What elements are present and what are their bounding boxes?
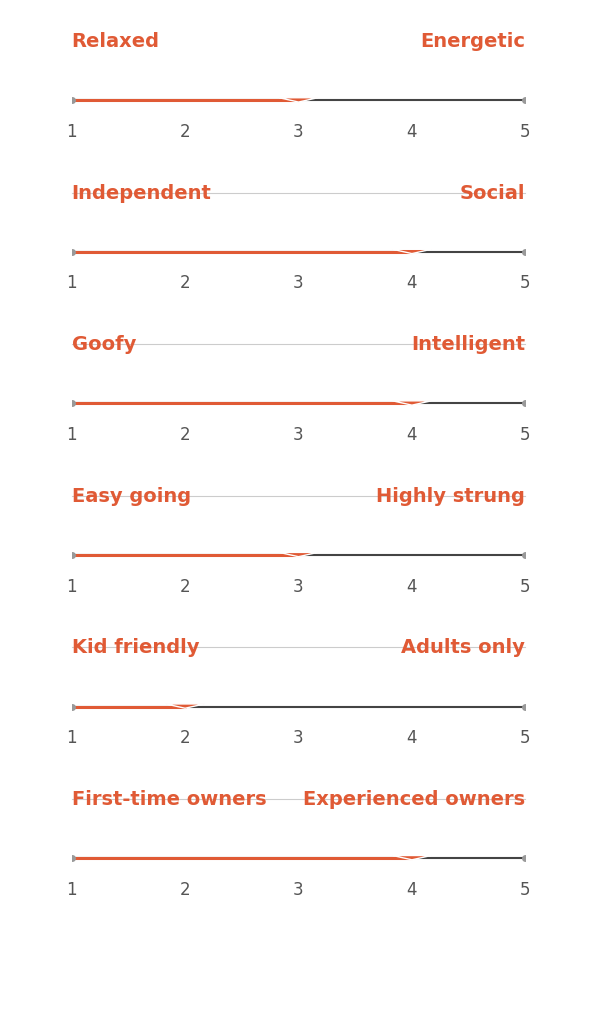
Text: 3: 3	[293, 274, 304, 293]
Text: Goofy: Goofy	[72, 335, 136, 354]
Text: 2: 2	[180, 578, 190, 596]
Text: 1: 1	[66, 578, 77, 596]
Text: 3: 3	[293, 578, 304, 596]
Text: First-time owners: First-time owners	[72, 790, 266, 809]
Text: 1: 1	[66, 426, 77, 444]
Text: Kid friendly: Kid friendly	[72, 638, 199, 657]
Text: Experienced owners: Experienced owners	[303, 790, 525, 809]
Text: 1: 1	[66, 729, 77, 748]
Text: 5: 5	[520, 729, 531, 748]
Text: 1: 1	[66, 881, 77, 899]
Polygon shape	[393, 400, 431, 406]
Text: Relaxed: Relaxed	[72, 32, 159, 51]
Text: Easy going: Easy going	[72, 486, 191, 506]
Text: 1: 1	[66, 123, 77, 141]
Text: 5: 5	[520, 274, 531, 293]
Text: 5: 5	[520, 123, 531, 141]
Text: Highly strung: Highly strung	[377, 486, 525, 506]
Text: 2: 2	[180, 729, 190, 748]
Text: 5: 5	[520, 426, 531, 444]
Text: 2: 2	[180, 881, 190, 899]
Polygon shape	[279, 97, 318, 102]
Text: Energetic: Energetic	[420, 32, 525, 51]
Text: Intelligent: Intelligent	[411, 335, 525, 354]
Text: 3: 3	[293, 881, 304, 899]
Text: 4: 4	[407, 881, 417, 899]
Text: 3: 3	[293, 426, 304, 444]
Text: 3: 3	[293, 123, 304, 141]
Text: 4: 4	[407, 729, 417, 748]
Polygon shape	[393, 249, 431, 254]
Text: 1: 1	[66, 274, 77, 293]
Polygon shape	[393, 855, 431, 860]
Text: Adults only: Adults only	[402, 638, 525, 657]
Text: 5: 5	[520, 881, 531, 899]
Text: Social: Social	[460, 183, 525, 203]
Polygon shape	[279, 552, 318, 557]
Polygon shape	[166, 703, 204, 709]
Text: 4: 4	[407, 578, 417, 596]
Text: 3: 3	[293, 729, 304, 748]
Text: 4: 4	[407, 123, 417, 141]
Text: Independent: Independent	[72, 183, 211, 203]
Text: 2: 2	[180, 426, 190, 444]
Text: 2: 2	[180, 274, 190, 293]
Text: 2: 2	[180, 123, 190, 141]
Text: 4: 4	[407, 274, 417, 293]
Text: 5: 5	[520, 578, 531, 596]
Text: 4: 4	[407, 426, 417, 444]
